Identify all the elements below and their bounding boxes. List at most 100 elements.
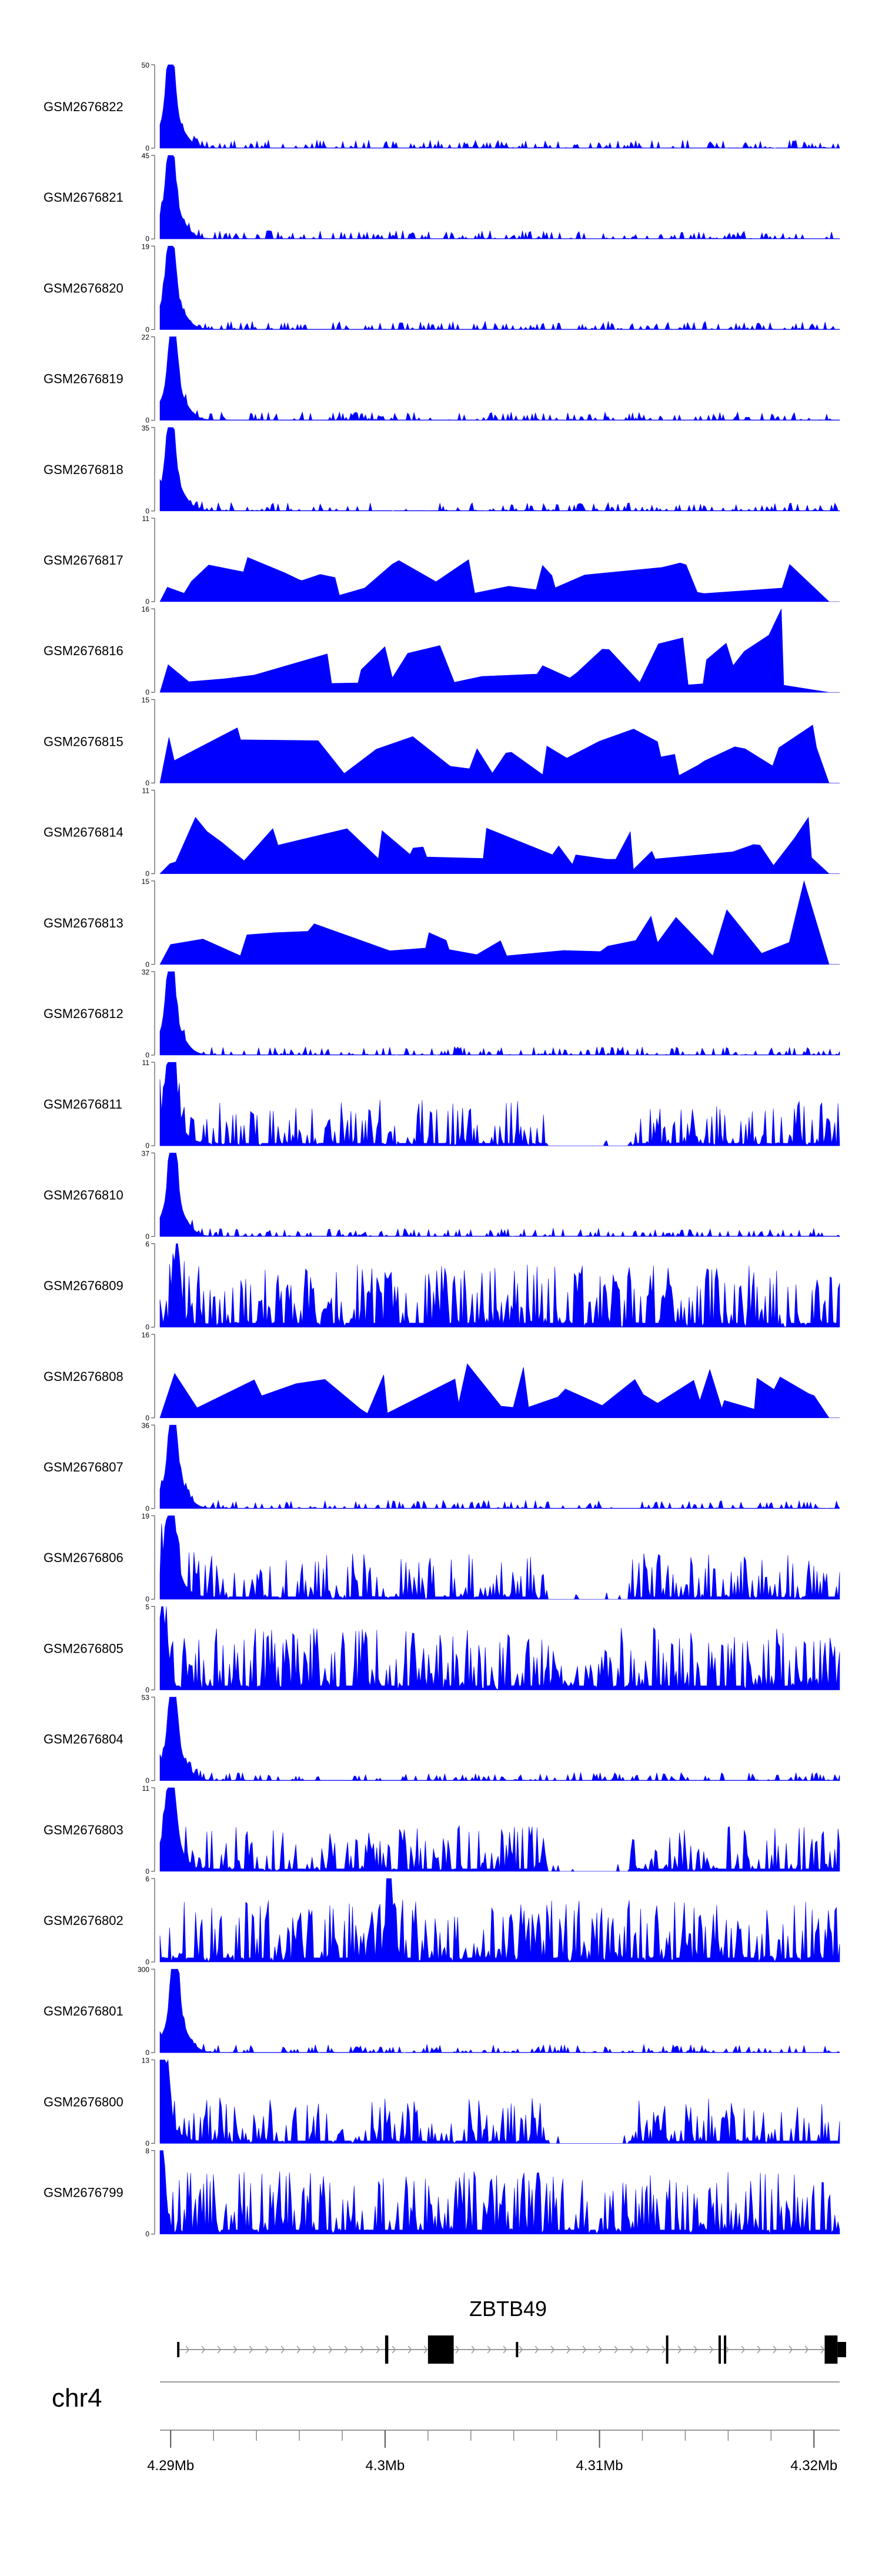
gene-name-label: ZBTB49 bbox=[469, 2297, 547, 2321]
y-axis-max-label: 6 bbox=[145, 1240, 149, 1249]
coverage-area bbox=[159, 1153, 840, 1237]
strand-arrow bbox=[471, 2345, 476, 2354]
coverage-area bbox=[159, 155, 840, 239]
y-axis-max-label: 45 bbox=[142, 152, 150, 160]
track-label: GSM2676810 bbox=[44, 1187, 123, 1202]
axis-tick-label: 4.32Mb bbox=[790, 2458, 837, 2474]
track-label: GSM2676812 bbox=[44, 1006, 123, 1021]
strand-arrow bbox=[312, 2345, 317, 2354]
coverage-area bbox=[159, 1968, 840, 2053]
y-axis-zero-label: 0 bbox=[145, 1595, 149, 1603]
strand-arrow bbox=[662, 2345, 666, 2354]
strand-arrow bbox=[804, 2345, 809, 2354]
y-axis-max-label: 6 bbox=[145, 1875, 149, 1883]
track-GSM2676807: GSM2676807 36 0 bbox=[44, 1422, 840, 1513]
strand-arrow bbox=[487, 2345, 492, 2354]
axis-tick-label: 4.31Mb bbox=[576, 2458, 623, 2474]
track-label: GSM2676818 bbox=[44, 462, 123, 477]
exon bbox=[666, 2335, 669, 2364]
strand-arrow bbox=[249, 2345, 253, 2354]
y-axis-max-label: 35 bbox=[142, 424, 150, 432]
coverage-area bbox=[159, 816, 840, 874]
coverage-area bbox=[159, 1515, 840, 1600]
strand-arrow bbox=[423, 2345, 428, 2354]
y-axis-zero-label: 0 bbox=[145, 1958, 149, 1966]
coverage-area bbox=[159, 1697, 840, 1781]
track-GSM2676815: GSM2676815 15 0 bbox=[44, 696, 840, 787]
y-axis-zero-label: 0 bbox=[145, 598, 149, 606]
y-axis-zero-label: 0 bbox=[145, 1777, 149, 1785]
coverage-area bbox=[159, 609, 840, 693]
y-axis-zero-label: 0 bbox=[145, 1686, 149, 1694]
y-axis-max-label: 19 bbox=[142, 1512, 150, 1520]
strand-arrow bbox=[582, 2345, 587, 2354]
strand-arrow bbox=[614, 2345, 619, 2354]
track-GSM2676814: GSM2676814 11 0 bbox=[44, 787, 840, 878]
strand-arrow bbox=[598, 2345, 603, 2354]
strand-arrow bbox=[328, 2345, 333, 2354]
coverage-area bbox=[159, 64, 840, 149]
track-GSM2676818: GSM2676818 35 0 bbox=[44, 424, 840, 515]
exon bbox=[718, 2335, 721, 2364]
y-axis-max-label: 8 bbox=[145, 2147, 149, 2155]
y-axis-max-label: 5 bbox=[145, 1603, 149, 1611]
coverage-area bbox=[159, 246, 840, 330]
track-GSM2676805: GSM2676805 5 0 bbox=[44, 1603, 840, 1694]
track-GSM2676816: GSM2676816 16 0 bbox=[44, 605, 840, 696]
strand-arrow bbox=[534, 2345, 539, 2354]
strand-arrow bbox=[344, 2345, 349, 2354]
coverage-area bbox=[159, 880, 840, 965]
strand-arrow bbox=[773, 2345, 777, 2354]
y-axis-zero-label: 0 bbox=[145, 1323, 149, 1332]
strand-arrow bbox=[566, 2345, 571, 2354]
track-GSM2676812: GSM2676812 32 0 bbox=[44, 968, 840, 1059]
track-label: GSM2676822 bbox=[44, 99, 123, 114]
y-axis-zero-label: 0 bbox=[145, 1504, 149, 1513]
track-GSM2676817: GSM2676817 11 0 bbox=[44, 515, 840, 606]
track-GSM2676803: GSM2676803 11 0 bbox=[44, 1784, 840, 1876]
strand-arrow bbox=[217, 2345, 222, 2354]
strand-arrow bbox=[407, 2345, 412, 2354]
track-GSM2676810: GSM2676810 37 0 bbox=[44, 1149, 840, 1240]
y-axis-zero-label: 0 bbox=[145, 416, 149, 425]
y-axis-max-label: 37 bbox=[142, 1149, 150, 1157]
strand-arrow bbox=[265, 2345, 269, 2354]
strand-arrow bbox=[296, 2345, 301, 2354]
y-axis-max-label: 11 bbox=[142, 1059, 150, 1067]
track-GSM2676820: GSM2676820 19 0 bbox=[44, 242, 840, 333]
strand-arrow bbox=[725, 2345, 730, 2354]
y-axis-zero-label: 0 bbox=[145, 1414, 149, 1422]
coverage-area bbox=[159, 1363, 840, 1419]
y-axis-max-label: 32 bbox=[142, 968, 150, 976]
track-label: GSM2676817 bbox=[44, 553, 123, 568]
y-axis-zero-label: 0 bbox=[145, 688, 149, 696]
strand-arrow bbox=[789, 2345, 793, 2354]
track-GSM2676808: GSM2676808 16 0 bbox=[44, 1331, 840, 1422]
coverage-area bbox=[159, 557, 840, 602]
track-label: GSM2676816 bbox=[44, 643, 123, 658]
track-label: GSM2676820 bbox=[44, 281, 123, 295]
y-axis-max-label: 22 bbox=[142, 333, 150, 342]
y-axis-max-label: 16 bbox=[142, 1331, 150, 1339]
strand-arrow bbox=[185, 2345, 190, 2354]
strand-arrow bbox=[646, 2345, 650, 2354]
track-GSM2676799: GSM2676799 8 0 bbox=[44, 2147, 840, 2238]
strand-arrow bbox=[503, 2345, 507, 2354]
y-axis-zero-label: 0 bbox=[145, 1867, 149, 1876]
track-GSM2676806: GSM2676806 19 0 bbox=[44, 1512, 840, 1603]
strand-arrow bbox=[201, 2345, 206, 2354]
track-GSM2676813: GSM2676813 15 0 bbox=[44, 877, 840, 969]
strand-arrow bbox=[392, 2345, 396, 2354]
y-axis-max-label: 19 bbox=[142, 242, 150, 251]
track-label: GSM2676800 bbox=[44, 2094, 123, 2109]
y-axis-max-label: 13 bbox=[142, 2056, 150, 2064]
y-axis-max-label: 36 bbox=[142, 1422, 150, 1430]
y-axis-zero-label: 0 bbox=[145, 2230, 149, 2238]
exon bbox=[724, 2335, 727, 2364]
coverage-area bbox=[159, 2150, 840, 2235]
coverage-area bbox=[159, 336, 840, 421]
strand-arrow bbox=[550, 2345, 555, 2354]
y-axis-max-label: 15 bbox=[142, 696, 150, 704]
track-label: GSM2676813 bbox=[44, 916, 123, 930]
